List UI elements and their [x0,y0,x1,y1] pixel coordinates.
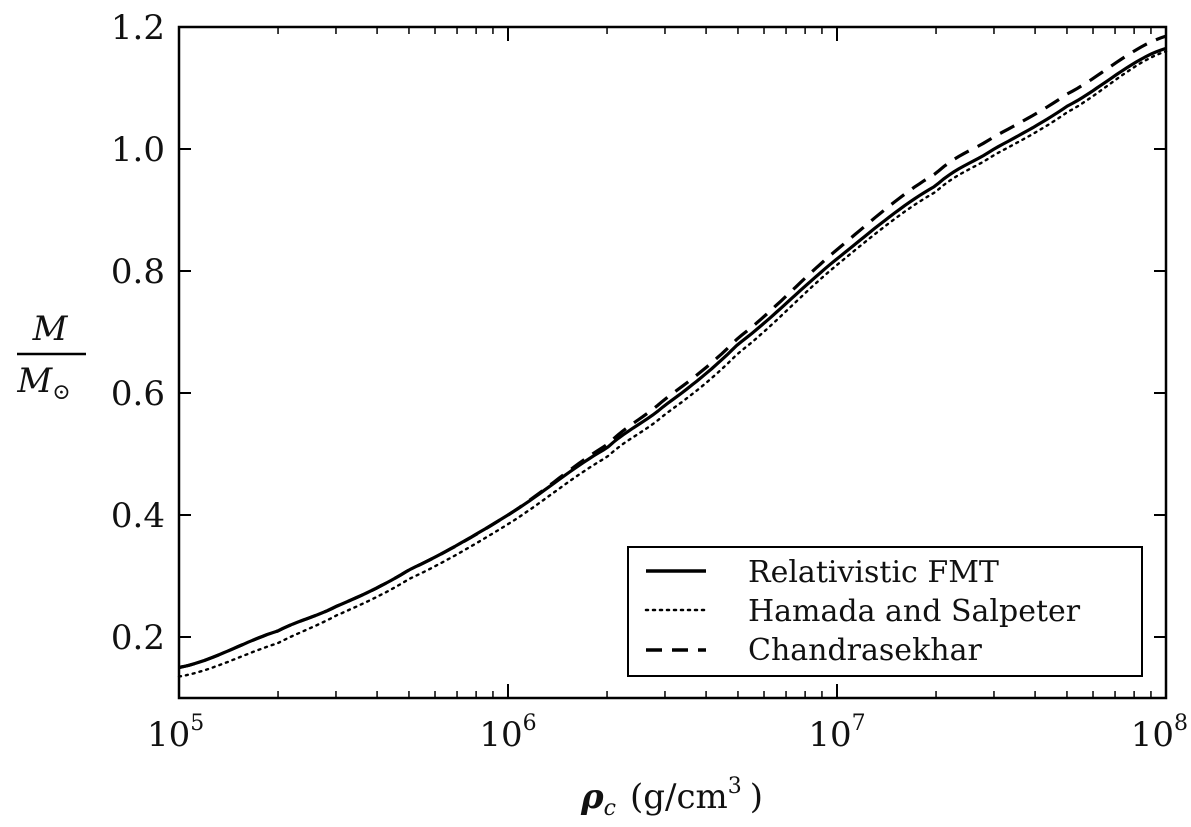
legend-label-hamada-salpeter: Hamada and Salpeter [748,594,1081,629]
y-tick-label: 1.0 [111,130,165,170]
y-tick-label: 0.2 [111,618,165,658]
x-tick-label: 105 [147,711,204,755]
x-tick-label-base: 10 [479,715,522,755]
y-axis-label: M M⊙ [16,309,86,405]
x-axis-label-subscript: c [604,796,616,821]
y-axis-label-denominator: M⊙ [16,361,70,405]
legend-label-relativistic-fmt: Relativistic FMT [748,555,999,590]
legend-label-chandrasekhar: Chandrasekhar [748,633,982,668]
x-tick-label: 108 [1131,711,1188,755]
series-line-hamada-salpeter [177,50,1168,678]
x-tick-label-base: 10 [147,715,190,755]
x-tick-label-base: 10 [1131,715,1174,755]
x-tick-label: 106 [479,711,536,755]
legend-box [627,546,1143,677]
legend: Relativistic FMT Hamada and Salpeter Cha… [627,546,1143,677]
y-axis-label-denominator-subscript: ⊙ [52,380,70,405]
y-tick-label: 1.2 [111,8,165,48]
plot-frame [177,25,1168,700]
y-tick-label: 0.4 [111,496,165,536]
x-tick-label-base: 10 [808,715,851,755]
x-tick-label-exponent: 6 [523,711,537,736]
x-axis-label-unit-close: ) [750,777,763,817]
y-tick-label: 0.8 [111,252,165,292]
x-tick-label-exponent: 7 [852,711,866,736]
x-tick-label-exponent: 8 [1174,711,1188,736]
series-layer [177,34,1168,678]
y-axis-label-denominator-symbol: M [16,361,53,401]
series-line-chandrasekhar [178,34,1167,670]
x-tick-label: 107 [808,711,865,755]
x-axis-label-unit-exponent: 3 [728,774,742,799]
series-line-relativistic-fmt [178,46,1167,670]
y-axis-label-numerator: M [32,309,69,349]
x-tick-label-exponent: 5 [190,711,204,736]
x-axis-label: ρc (g/cm3) [580,774,763,821]
x-axis-label-unit: (g/cm [630,777,728,817]
y-tick-label: 0.6 [111,374,165,414]
x-axis-label-symbol: ρ [580,777,604,817]
